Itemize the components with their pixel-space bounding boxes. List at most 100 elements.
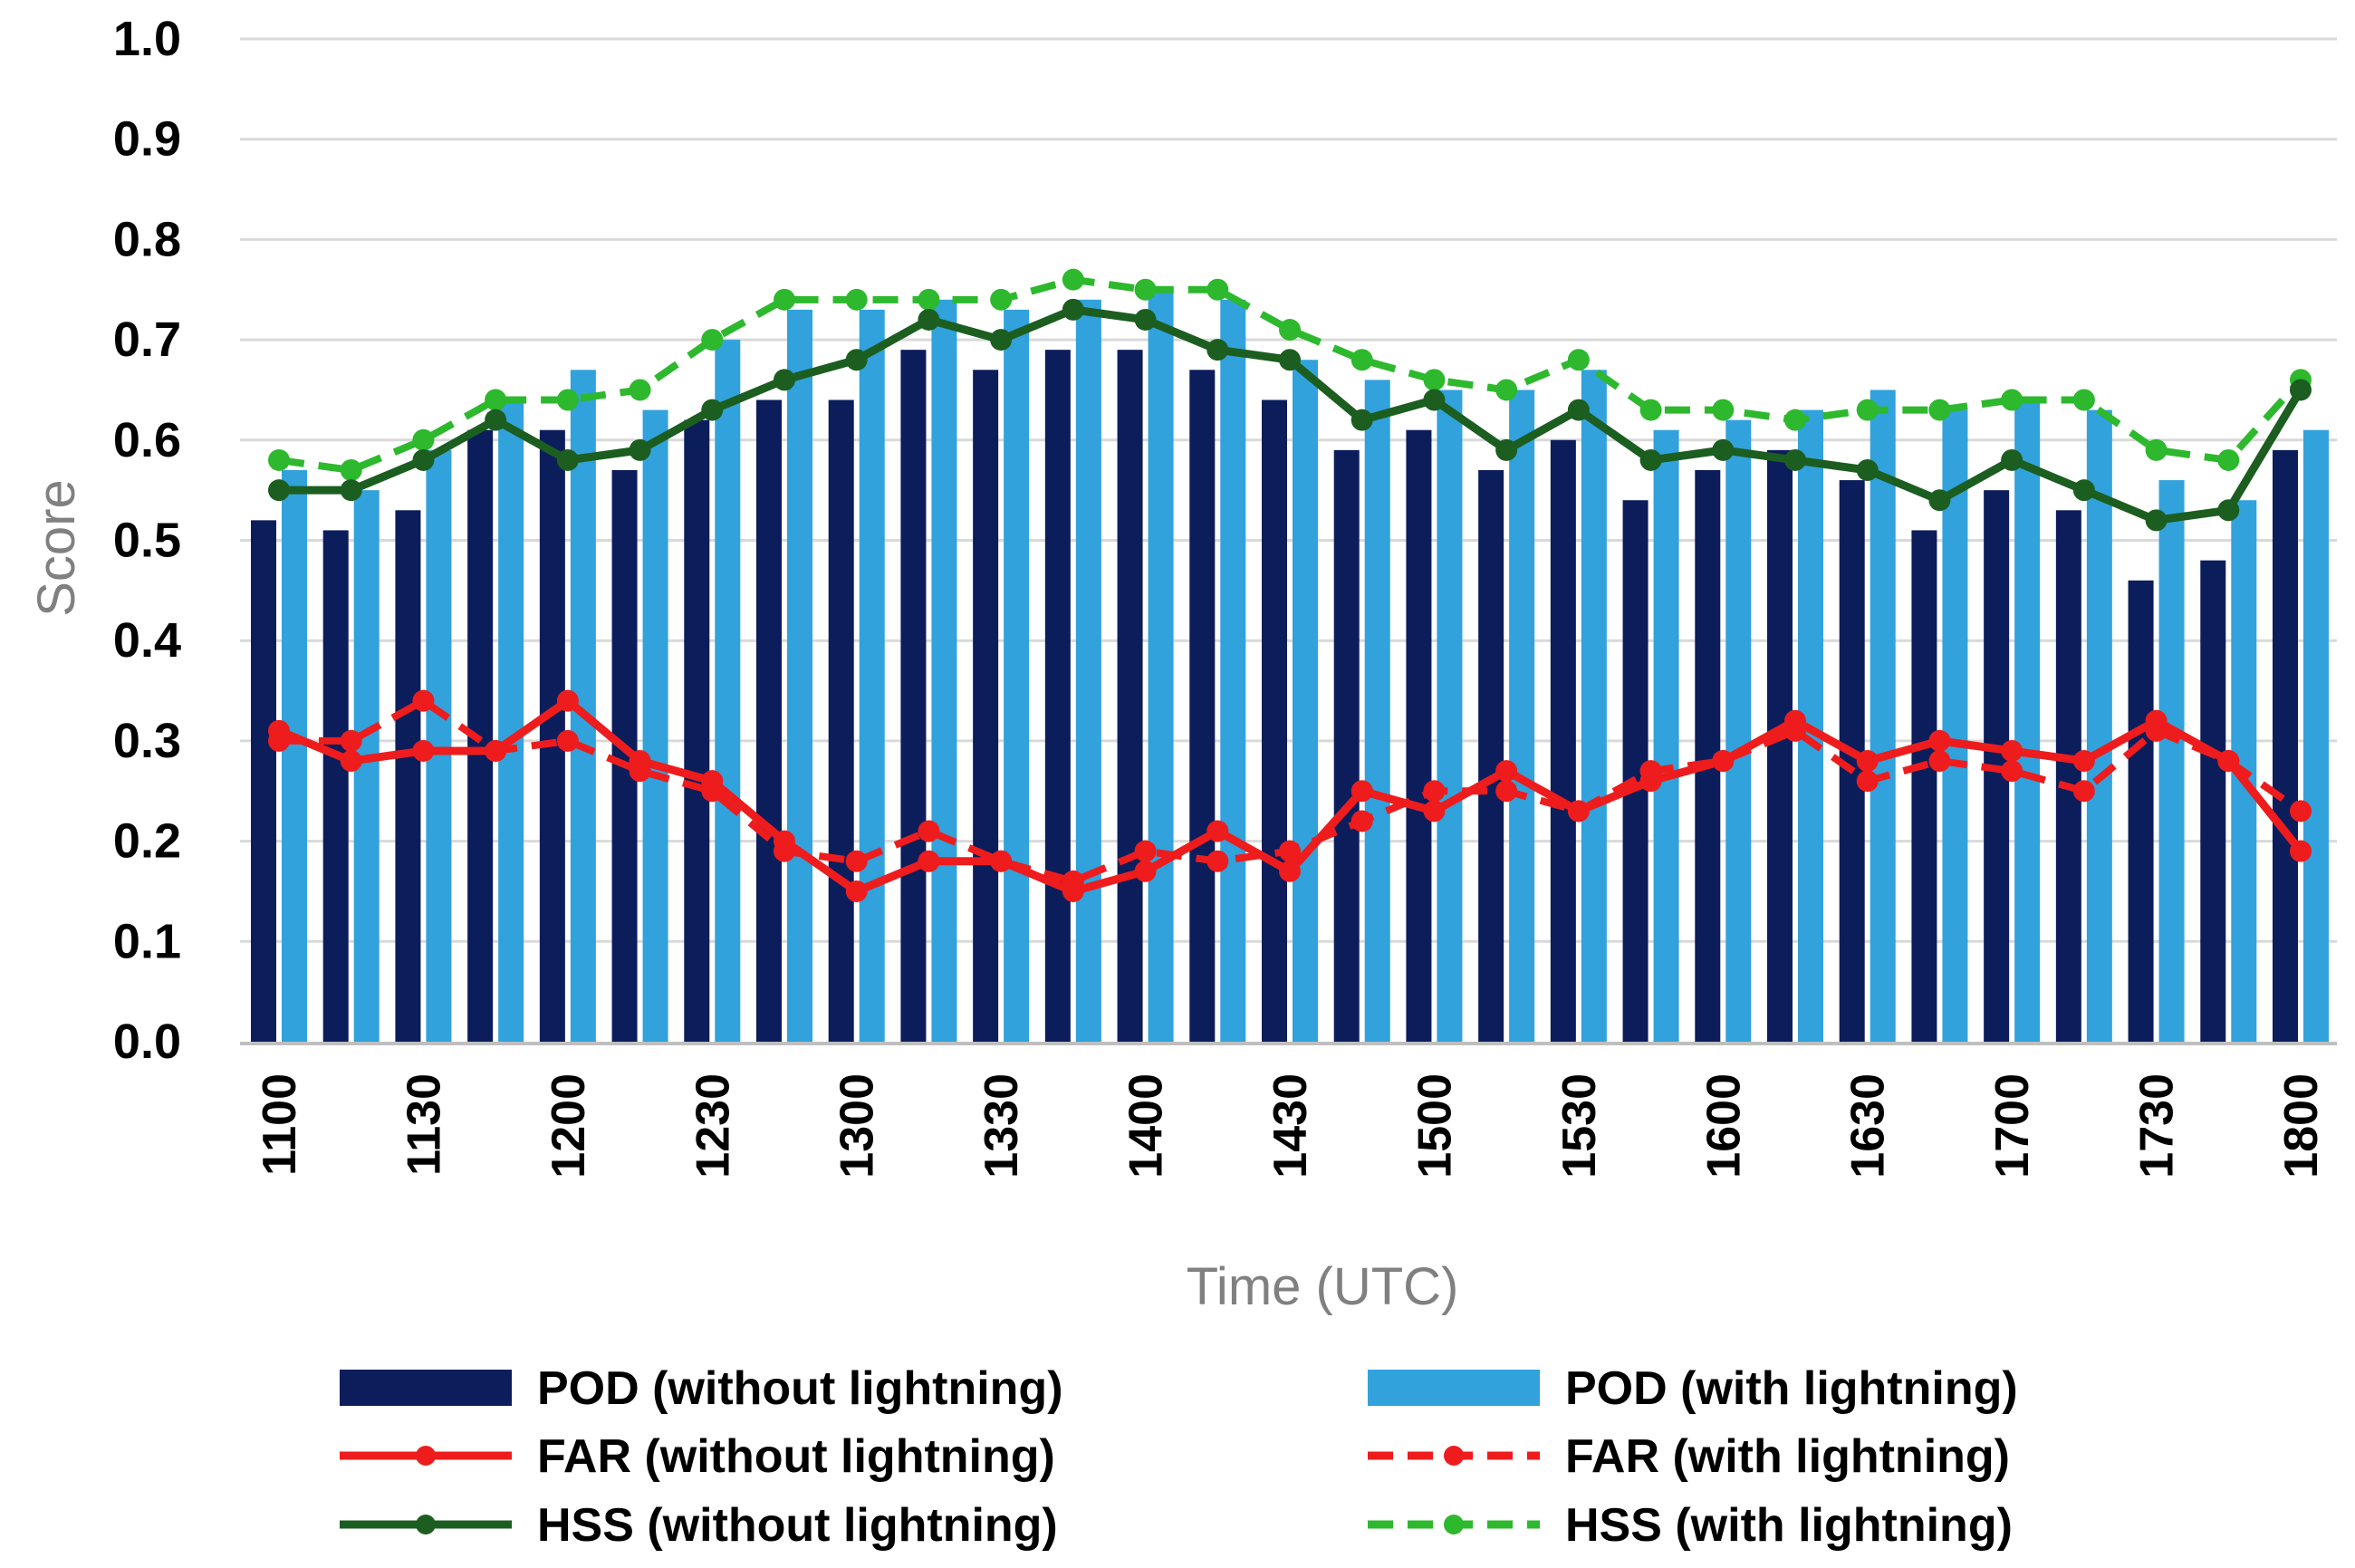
x-tick-labels: 1100 1130 1200 1230 1300 1330 1400 1430 1500 1530… [254, 1073, 2328, 1178]
point-hss-without-lightning [2072, 479, 2095, 502]
point-far-without-lightning [1279, 860, 1301, 882]
bar-pod-without-lightning [322, 530, 349, 1042]
legend: POD (without lightning) POD (with lightni… [340, 1362, 2018, 1552]
bar-pod-without-lightning [1117, 350, 1143, 1042]
point-far-without-lightning [1134, 860, 1157, 882]
point-far-with-lightning [1351, 810, 1373, 832]
point-hss-with-lightning [1856, 399, 1879, 421]
point-far-with-lightning [1423, 780, 1446, 803]
point-hss-with-lightning [990, 288, 1013, 311]
legend-label: POD (with lightning) [1565, 1362, 2018, 1415]
point-far-without-lightning [701, 770, 724, 793]
point-hss-with-lightning [774, 288, 795, 311]
point-hss-with-lightning [412, 428, 435, 451]
y-axis-title: Score [27, 479, 86, 617]
point-hss-with-lightning [1134, 278, 1157, 301]
bar-pod-without-lightning [2200, 560, 2226, 1042]
y-tick-label: 0.9 [113, 112, 181, 167]
point-hss-with-lightning [629, 379, 651, 401]
point-far-without-lightning [2072, 750, 2095, 773]
point-far-with-lightning [340, 729, 362, 752]
x-tick-label: 1500 [1408, 1073, 1461, 1178]
point-far-with-lightning [845, 850, 868, 872]
legend-swatch [1368, 1370, 1540, 1406]
legend-label: POD (without lightning) [537, 1362, 1063, 1415]
bar-pod-with-lightning [787, 309, 812, 1042]
point-far-without-lightning [485, 739, 507, 762]
point-far-without-lightning [1495, 760, 1518, 783]
point-hss-with-lightning [1423, 369, 1446, 391]
point-hss-without-lightning [845, 349, 868, 371]
bar-pod-with-lightning [2158, 480, 2185, 1042]
point-hss-with-lightning [1928, 399, 1951, 421]
y-tick-label: 1.0 [113, 12, 181, 66]
point-far-without-lightning [2001, 739, 2023, 762]
point-hss-without-lightning [1134, 308, 1157, 331]
bar-pod-with-lightning [1293, 360, 1318, 1042]
bar-pod-without-lightning [2055, 510, 2081, 1042]
point-hss-with-lightning [1784, 409, 1806, 431]
bar-pod-without-lightning [1262, 399, 1287, 1042]
y-tick-label: 0.5 [113, 514, 181, 568]
bar-pod-with-lightning [1364, 380, 1390, 1042]
point-far-without-lightning [845, 880, 868, 902]
point-far-without-lightning [1062, 880, 1084, 902]
point-far-without-lightning [1567, 800, 1590, 822]
point-far-without-lightning [1712, 750, 1735, 773]
y-tick-label: 0.6 [113, 413, 181, 467]
x-axis-title: Time (UTC) [1187, 1257, 1459, 1316]
legend-marker [416, 1446, 436, 1466]
bar-pod-with-lightning [1725, 419, 1752, 1042]
bar-pod-with-lightning [1942, 409, 1968, 1043]
bar-pod-with-lightning [498, 399, 524, 1042]
bar-pod-with-lightning [282, 470, 307, 1042]
legend-label: FAR (with lightning) [1565, 1430, 2010, 1483]
point-far-without-lightning [774, 830, 795, 852]
point-far-with-lightning [1279, 840, 1301, 862]
x-tick-label: 1330 [976, 1073, 1028, 1178]
point-far-with-lightning [1856, 770, 1879, 793]
bar-pod-with-lightning [1220, 299, 1246, 1042]
point-far-without-lightning [2217, 750, 2240, 773]
bar-pod-without-lightning [900, 350, 927, 1042]
point-far-with-lightning [2001, 760, 2023, 783]
point-hss-with-lightning [340, 459, 362, 482]
bar-pod-without-lightning [1044, 350, 1071, 1042]
x-tick-label: 1630 [1842, 1073, 1895, 1178]
bar-pod-without-lightning [2273, 449, 2298, 1042]
bar-pod-with-lightning [1004, 309, 1030, 1042]
legend-item: POD (with lightning) [1368, 1362, 2018, 1415]
y-tick-label: 0.0 [113, 1015, 181, 1069]
point-hss-without-lightning [268, 479, 290, 502]
point-hss-without-lightning [1639, 448, 1662, 471]
x-tick-label: 1200 [543, 1073, 595, 1178]
point-far-without-lightning [1639, 770, 1662, 793]
line-hss-with-lightning [278, 275, 2303, 475]
point-hss-without-lightning [340, 479, 362, 502]
x-tick-label: 1600 [1697, 1073, 1750, 1178]
point-hss-without-lightning [1712, 438, 1735, 461]
bar-pod-with-lightning [1509, 390, 1535, 1042]
bar-pod-without-lightning [1550, 439, 1576, 1042]
point-far-without-lightning [918, 850, 940, 872]
point-hss-without-lightning [1928, 489, 1951, 512]
x-tick-label: 1430 [1264, 1073, 1317, 1178]
legend-item: FAR (with lightning) [1368, 1430, 2010, 1483]
point-hss-without-lightning [1062, 298, 1084, 321]
point-hss-with-lightning [918, 288, 940, 311]
legend-label: FAR (without lightning) [537, 1430, 1055, 1483]
y-tick-label: 0.4 [113, 613, 181, 668]
x-tick-label: 1300 [831, 1073, 884, 1178]
point-hss-with-lightning [1495, 379, 1518, 401]
point-hss-without-lightning [1784, 448, 1806, 471]
point-hss-with-lightning [1351, 349, 1373, 371]
bar-pod-with-lightning [1437, 390, 1463, 1042]
point-hss-with-lightning [1567, 349, 1590, 371]
point-hss-without-lightning [629, 438, 651, 461]
bar-pod-without-lightning [1333, 449, 1360, 1042]
bar-pod-with-lightning [859, 309, 885, 1042]
point-far-without-lightning [2290, 840, 2312, 862]
x-tick-label: 1530 [1553, 1073, 1606, 1178]
bar-pod-without-lightning [251, 520, 276, 1042]
bar-pod-with-lightning [1653, 429, 1679, 1043]
